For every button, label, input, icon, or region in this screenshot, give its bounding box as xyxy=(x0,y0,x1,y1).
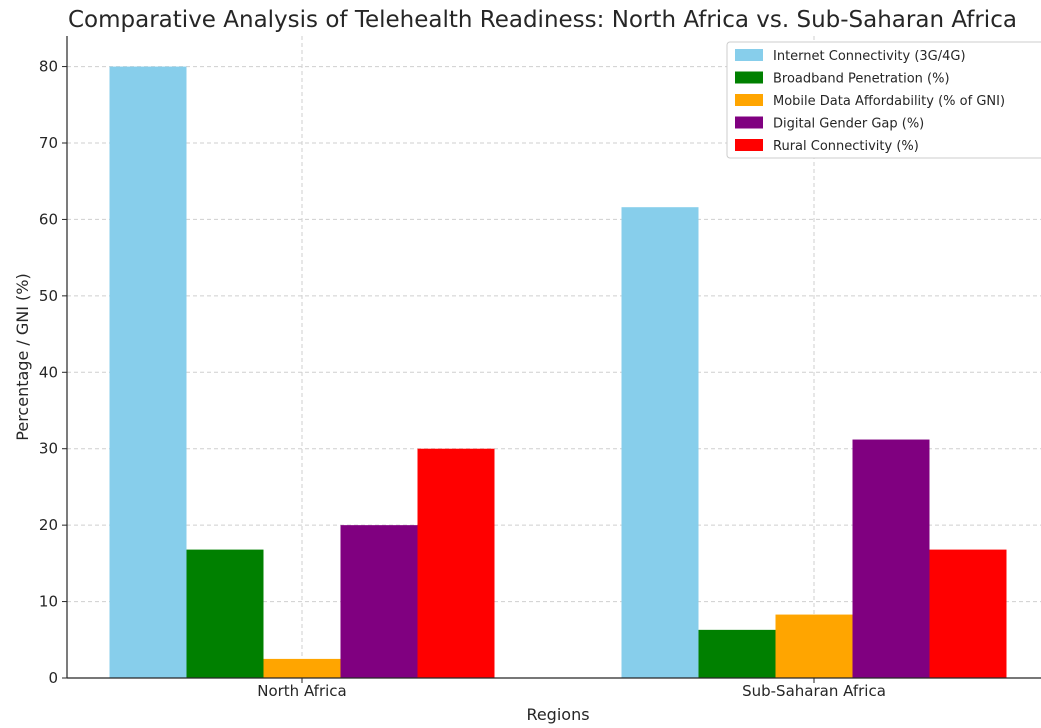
legend-label: Mobile Data Affordability (% of GNI) xyxy=(773,94,1005,109)
legend-box xyxy=(726,41,1041,159)
bar-2-2 xyxy=(698,629,776,678)
bar-3-1 xyxy=(263,658,341,678)
y-ticks: 0 10 20 30 40 50 60 70 80 xyxy=(39,58,67,687)
y-tick-label: 50 xyxy=(39,287,58,305)
y-tick-label: 30 xyxy=(39,440,58,458)
bars xyxy=(109,66,1007,679)
legend: Internet Connectivity (3G/4G) Broadband P… xyxy=(726,41,1041,159)
y-axis-label: Percentage / GNI (%) xyxy=(13,273,32,440)
legend-label: Internet Connectivity (3G/4G) xyxy=(773,49,966,64)
y-tick-label: 80 xyxy=(39,58,58,76)
bar-4-2 xyxy=(852,439,930,678)
x-ticks: North Africa Sub-Saharan Africa xyxy=(257,678,886,700)
legend-swatch xyxy=(735,94,763,106)
bar-1-1 xyxy=(109,66,187,679)
chart-title: Comparative Analysis of Telehealth Readi… xyxy=(68,7,1017,33)
y-tick-label: 70 xyxy=(39,134,58,152)
x-tick-label: Sub-Saharan Africa xyxy=(742,682,886,700)
y-tick-label: 0 xyxy=(48,669,58,687)
bar-2-1 xyxy=(186,549,264,678)
legend-swatch xyxy=(735,116,763,129)
legend-label: Rural Connectivity (%) xyxy=(773,139,919,154)
y-tick-label: 40 xyxy=(39,363,58,381)
legend-label: Digital Gender Gap (%) xyxy=(773,117,924,132)
bar-1-2 xyxy=(621,207,699,678)
x-axis-label: Regions xyxy=(526,705,589,724)
x-tick-label: North Africa xyxy=(257,682,347,700)
legend-label: Broadband Penetration (%) xyxy=(773,72,950,87)
bar-5-2 xyxy=(929,549,1007,678)
bar-3-2 xyxy=(775,614,853,678)
y-tick-label: 20 xyxy=(39,516,58,534)
bar-4-1 xyxy=(340,525,418,678)
legend-swatch xyxy=(735,139,763,151)
legend-swatch xyxy=(735,49,763,61)
y-tick-label: 10 xyxy=(39,593,58,611)
y-tick-label: 60 xyxy=(39,210,58,228)
legend-swatch xyxy=(735,71,763,84)
bar-5-1 xyxy=(417,448,495,678)
